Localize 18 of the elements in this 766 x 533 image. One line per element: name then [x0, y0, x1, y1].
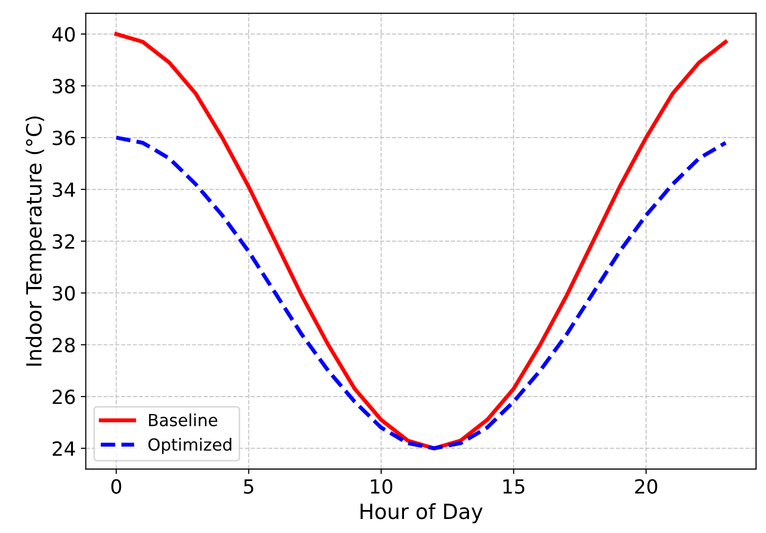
y-tick-label: 34 — [52, 182, 75, 198]
x-tick-label: 15 — [503, 479, 524, 494]
x-tick-label: 5 — [244, 479, 254, 494]
y-axis-title: Indoor Temperature (°C) — [26, 116, 46, 366]
y-tick-label: 24 — [52, 441, 75, 456]
y-tick-label: 26 — [52, 389, 75, 404]
y-tick-label: 40 — [52, 26, 75, 42]
x-tick-label: 20 — [635, 479, 658, 494]
y-tick-label: 32 — [52, 234, 74, 249]
x-tick-label: 10 — [370, 479, 392, 494]
x-tick-label: 0 — [111, 479, 122, 494]
y-tick-label: 28 — [52, 338, 75, 352]
x-axis-title: Hour of Day — [360, 503, 483, 524]
y-tick-label: 38 — [52, 78, 75, 94]
y-tick-label: 36 — [52, 130, 75, 146]
legend-label: Optimized — [148, 438, 232, 454]
y-tick-label: 30 — [52, 286, 75, 301]
legend-label: Baseline — [149, 413, 218, 426]
